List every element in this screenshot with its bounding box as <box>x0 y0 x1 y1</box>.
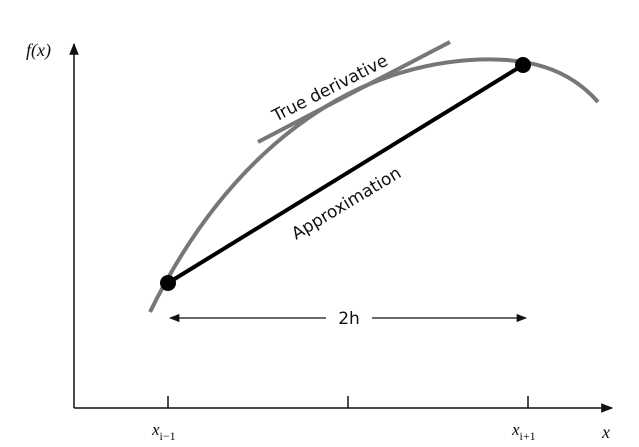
tangent-label: True derivative <box>268 51 391 127</box>
point <box>160 275 176 291</box>
function-curve <box>148 57 600 313</box>
tick-main: x <box>511 420 520 439</box>
x-axis-label: x <box>601 422 610 442</box>
point <box>515 57 531 73</box>
tick-label: xi−1 <box>151 420 176 443</box>
tick-label: xi+1 <box>511 420 536 443</box>
tick-main: x <box>151 420 160 439</box>
chord-line <box>166 63 525 285</box>
tick-sub: i−1 <box>160 429 176 443</box>
tick-sub: i+1 <box>520 429 536 443</box>
interval-label: 2h <box>338 309 360 329</box>
y-axis-label: f(x) <box>26 40 51 61</box>
tangent-line <box>257 40 451 144</box>
